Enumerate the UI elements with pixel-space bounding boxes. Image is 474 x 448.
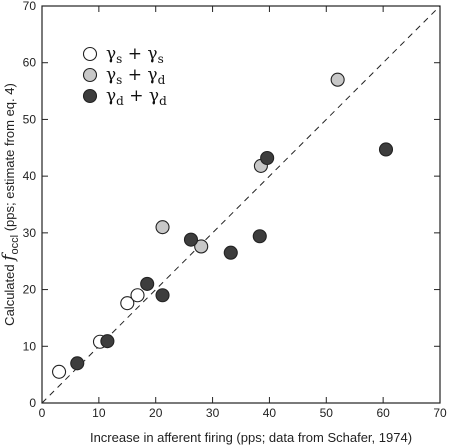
data-point-series-3 (378, 142, 394, 157)
y-tick-label: 40 (23, 169, 37, 183)
y-axis-label-subscript: occl (9, 235, 21, 255)
x-tick-label: 30 (206, 406, 220, 420)
y-axis-label: Calculated foccl (pps; estimate from eq.… (0, 83, 21, 326)
x-tick-label: 10 (92, 406, 106, 420)
data-point-series-2 (155, 220, 170, 235)
data-point-series-3 (183, 232, 199, 247)
data-point-series-3 (100, 334, 115, 349)
y-tick-label: 30 (23, 226, 37, 240)
data-point-series-3 (70, 356, 85, 371)
data-point-series-3 (140, 276, 155, 291)
x-axis: 0 10 20 30 40 50 60 70 (39, 6, 447, 420)
legend-marker-series-3 (82, 88, 98, 104)
y-tick-label: 70 (23, 0, 37, 13)
legend-label-series-3: γd + γd (106, 86, 167, 108)
x-tick-label: 50 (320, 406, 334, 420)
points-layer (52, 72, 394, 379)
y-tick-label: 50 (23, 112, 37, 126)
data-point-series-1 (52, 364, 67, 379)
x-tick-label: 20 (149, 406, 163, 420)
x-tick-label: 60 (376, 406, 390, 420)
x-tick-label: 70 (433, 406, 447, 420)
y-tick-label: 0 (29, 396, 36, 410)
legend-marker-series-1 (82, 46, 98, 62)
legend-marker-series-2 (82, 67, 98, 83)
data-point-series-2 (194, 239, 209, 254)
y-tick-label: 60 (23, 56, 37, 70)
data-point-series-1 (120, 296, 135, 311)
plot-frame (41, 5, 441, 404)
data-point-series-2 (330, 72, 345, 87)
legend-label-series-1: γs + γs (106, 44, 164, 66)
legend-label-series-2: γs + γd (106, 65, 166, 87)
plot-area (41, 5, 441, 404)
y-axis-label-suffix: (pps; estimate from eq. 4) (2, 83, 17, 235)
x-tick-label: 0 (39, 406, 46, 420)
data-point-series-3 (252, 229, 267, 244)
y-tick-label: 20 (23, 283, 37, 297)
x-axis-label: Increase in afferent firing (pps; data f… (90, 430, 412, 445)
y-axis-label-symbol: f (0, 252, 19, 263)
data-point-series-3 (260, 150, 275, 166)
data-point-series-1 (130, 288, 145, 303)
data-point-series-3 (155, 288, 170, 303)
y-axis-label-prefix: Calculated (2, 261, 17, 326)
y-axis: 0 10 20 30 40 50 60 70 (23, 0, 440, 410)
data-point-series-3 (223, 245, 238, 260)
x-tick-label: 40 (263, 406, 277, 420)
y-tick-label: 10 (23, 339, 37, 353)
